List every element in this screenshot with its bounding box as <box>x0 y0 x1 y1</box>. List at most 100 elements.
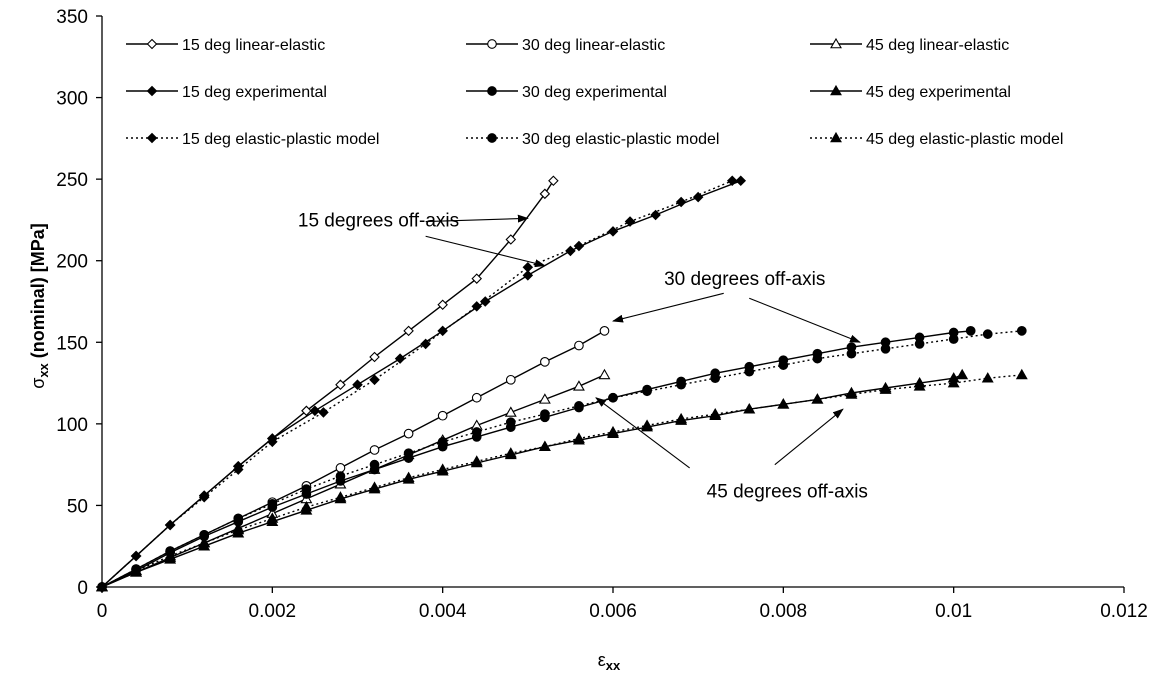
data-point <box>403 428 414 439</box>
x-axis-title-sub: xx <box>606 658 621 673</box>
data-point <box>598 368 611 380</box>
annotation-arrow <box>612 292 724 323</box>
data-point <box>403 325 414 337</box>
data-point <box>402 471 415 482</box>
data-point <box>608 392 618 403</box>
y-axis-title-sub: xx <box>36 362 51 377</box>
annotation-arrow <box>749 297 861 343</box>
data-point <box>675 412 688 424</box>
data-point <box>369 351 380 363</box>
data-point <box>369 374 380 386</box>
data-point <box>198 491 210 503</box>
legend-label: 45 deg linear-elastic <box>866 37 1009 54</box>
data-point <box>232 464 244 475</box>
legend-label: 15 deg linear-elastic <box>182 37 325 54</box>
annotations: 15 degrees off-axis 30 degrees off-axis 45… <box>298 210 868 502</box>
data-point <box>470 455 483 466</box>
data-point <box>880 343 891 354</box>
plot-area <box>96 175 1028 593</box>
legend-entry: 30 deg experimental <box>466 84 667 101</box>
data-point <box>369 445 380 455</box>
data-point <box>266 512 279 523</box>
x-tick-label: 0.008 <box>760 601 808 622</box>
legend-entry: 30 deg elastic-plastic model <box>466 131 719 148</box>
data-point <box>146 132 158 144</box>
data-point <box>309 405 321 417</box>
legend-entry: 15 deg linear-elastic <box>126 37 325 54</box>
annotation-arrow <box>425 235 546 268</box>
series-45-deg-elastic-plastic-model <box>96 368 1028 592</box>
data-point <box>777 398 790 409</box>
series-30-deg-elastic-plastic-model <box>97 326 1027 592</box>
data-point <box>650 209 661 221</box>
data-point <box>479 296 491 307</box>
data-point <box>830 37 842 49</box>
data-point <box>947 376 960 388</box>
data-point <box>164 549 177 561</box>
legend-entry: 45 deg linear-elastic <box>810 37 1009 54</box>
data-point <box>334 491 347 502</box>
data-point <box>300 500 313 512</box>
x-axis-title: εxx <box>598 650 621 673</box>
data-point <box>1015 368 1028 380</box>
data-point <box>335 463 346 473</box>
data-point <box>369 459 380 470</box>
data-point <box>420 338 431 350</box>
data-point <box>505 374 516 385</box>
data-point <box>267 498 278 509</box>
data-point <box>471 392 482 403</box>
series-line <box>101 374 605 588</box>
data-point <box>914 339 925 349</box>
data-point <box>692 191 704 203</box>
annotation-label: 45 degrees off-axis <box>707 481 868 502</box>
series-line <box>101 374 1022 588</box>
data-point <box>913 380 926 391</box>
annotation-arrow <box>425 214 529 223</box>
data-point <box>845 388 858 399</box>
data-point <box>830 84 842 96</box>
data-point <box>471 427 482 437</box>
series-line <box>101 180 733 588</box>
data-point <box>267 436 278 448</box>
legend-label: 30 deg experimental <box>522 84 667 101</box>
data-point <box>607 226 619 237</box>
data-point <box>318 407 329 418</box>
data-point <box>641 419 654 430</box>
data-point <box>301 405 312 417</box>
data-point <box>744 366 755 377</box>
legend-entry: 45 deg experimental <box>810 84 1011 101</box>
data-point <box>948 334 959 344</box>
x-tick-label: 0.002 <box>249 601 297 622</box>
data-point <box>538 440 551 451</box>
legend-label: 30 deg elastic-plastic model <box>522 131 719 148</box>
series-15-deg-linear-elastic <box>96 175 559 593</box>
data-point <box>812 353 823 364</box>
legend-entry: 45 deg elastic-plastic model <box>810 131 1063 148</box>
x-axis-title-main: ε <box>598 650 606 670</box>
data-point <box>709 407 722 419</box>
x-tick-label: 0.012 <box>1100 601 1148 622</box>
data-point <box>146 85 158 97</box>
data-point <box>198 536 211 548</box>
legend-label: 45 deg elastic-plastic model <box>866 131 1063 148</box>
data-point <box>505 417 516 428</box>
data-point <box>1016 326 1027 336</box>
y-axis-title-rest: (nominal) [MPa] <box>28 223 48 363</box>
data-point <box>504 406 517 417</box>
series-15-deg-experimental <box>96 175 747 593</box>
data-point <box>846 348 857 359</box>
data-point <box>726 175 738 187</box>
y-tick-label: 350 <box>56 7 88 28</box>
annotation-label: 15 degrees off-axis <box>298 210 459 231</box>
data-point <box>437 325 448 337</box>
data-point <box>233 513 244 524</box>
data-point <box>487 133 497 143</box>
data-point <box>539 188 551 200</box>
data-point <box>504 447 517 458</box>
data-point <box>232 523 245 535</box>
data-point <box>522 270 534 281</box>
data-point <box>574 401 584 411</box>
series-line <box>101 330 1022 588</box>
annotation-arrow <box>595 397 690 469</box>
data-point <box>403 448 414 459</box>
